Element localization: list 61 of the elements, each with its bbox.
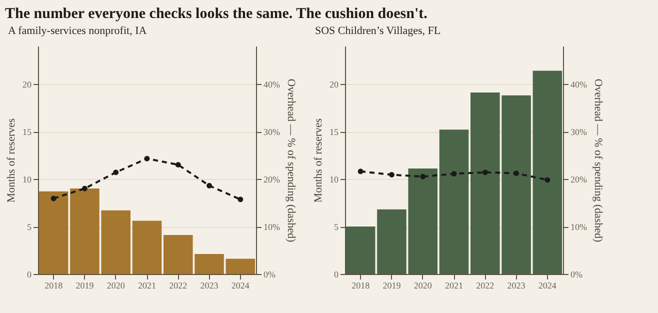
- x-tick-label: 2022: [169, 280, 188, 290]
- y-tick-label: 20: [330, 80, 339, 90]
- x-tick-label: 2021: [445, 280, 463, 290]
- bar: [132, 220, 162, 274]
- y2-axis-title: Overhead — % of spending (dashed): [592, 78, 604, 243]
- point: [388, 172, 394, 178]
- x-tick-label: 2018: [44, 280, 64, 290]
- y-tick-label: 0: [334, 270, 339, 280]
- point: [144, 156, 150, 162]
- x-tick-label: 2020: [414, 280, 432, 290]
- bar: [439, 130, 469, 274]
- y-tick-label: 15: [22, 127, 32, 137]
- y2-tick-label: 40%: [570, 80, 588, 90]
- y2-tick-label: 0%: [570, 270, 583, 280]
- y-tick-label: 20: [22, 80, 32, 90]
- point: [82, 186, 88, 192]
- x-tick-label: 2018: [352, 280, 370, 290]
- bar: [532, 70, 562, 274]
- y-tick-label: 5: [334, 222, 339, 232]
- x-tick-label: 2023: [200, 280, 219, 290]
- y2-tick-label: 30%: [264, 127, 280, 137]
- point: [482, 170, 488, 176]
- y2-tick-label: 20%: [264, 174, 280, 184]
- x-tick-label: 2021: [138, 280, 156, 290]
- y-tick-label: 5: [27, 222, 32, 232]
- x-tick-label: 2024: [538, 280, 557, 290]
- chart-title: The number everyone checks looks the same. The cushion doesn't.: [5, 6, 428, 22]
- y2-tick-label: 0%: [264, 270, 276, 280]
- point: [358, 168, 364, 174]
- y2-tick-label: 30%: [570, 127, 588, 137]
- y2-tick-label: 10%: [570, 222, 588, 232]
- x-tick-label: 2024: [231, 280, 250, 290]
- y2-tick-label: 10%: [264, 222, 280, 232]
- y-tick-label: 10: [22, 174, 32, 184]
- y-axis-title: Months of reserves: [6, 118, 18, 203]
- point: [544, 177, 550, 183]
- bar: [346, 226, 376, 274]
- point: [50, 196, 56, 202]
- y-tick-label: 15: [330, 127, 339, 137]
- point: [206, 182, 212, 188]
- x-tick-label: 2020: [106, 280, 126, 290]
- point: [113, 170, 119, 176]
- point: [451, 171, 457, 177]
- bar: [38, 191, 68, 274]
- bar: [226, 258, 256, 274]
- x-tick-label: 2023: [507, 280, 526, 290]
- chart-subtitle: A family-services nonprofit, IA: [8, 25, 147, 37]
- y2-axis-title: Overhead — % of spending (dashed): [284, 78, 297, 243]
- point: [175, 162, 181, 168]
- x-tick-label: 2022: [476, 280, 494, 290]
- point: [238, 196, 244, 202]
- chart-subtitle: SOS Children’s Villages, FL: [315, 25, 441, 37]
- x-tick-label: 2019: [76, 280, 94, 290]
- x-tick-label: 2019: [382, 280, 402, 290]
- point: [420, 174, 426, 180]
- y-axis-title: Months of reserves: [312, 118, 324, 203]
- y-tick-label: 0: [27, 270, 32, 280]
- y2-tick-label: 20%: [570, 174, 588, 184]
- y-tick-label: 10: [330, 174, 339, 184]
- y2-tick-label: 40%: [264, 80, 280, 90]
- point: [514, 170, 520, 176]
